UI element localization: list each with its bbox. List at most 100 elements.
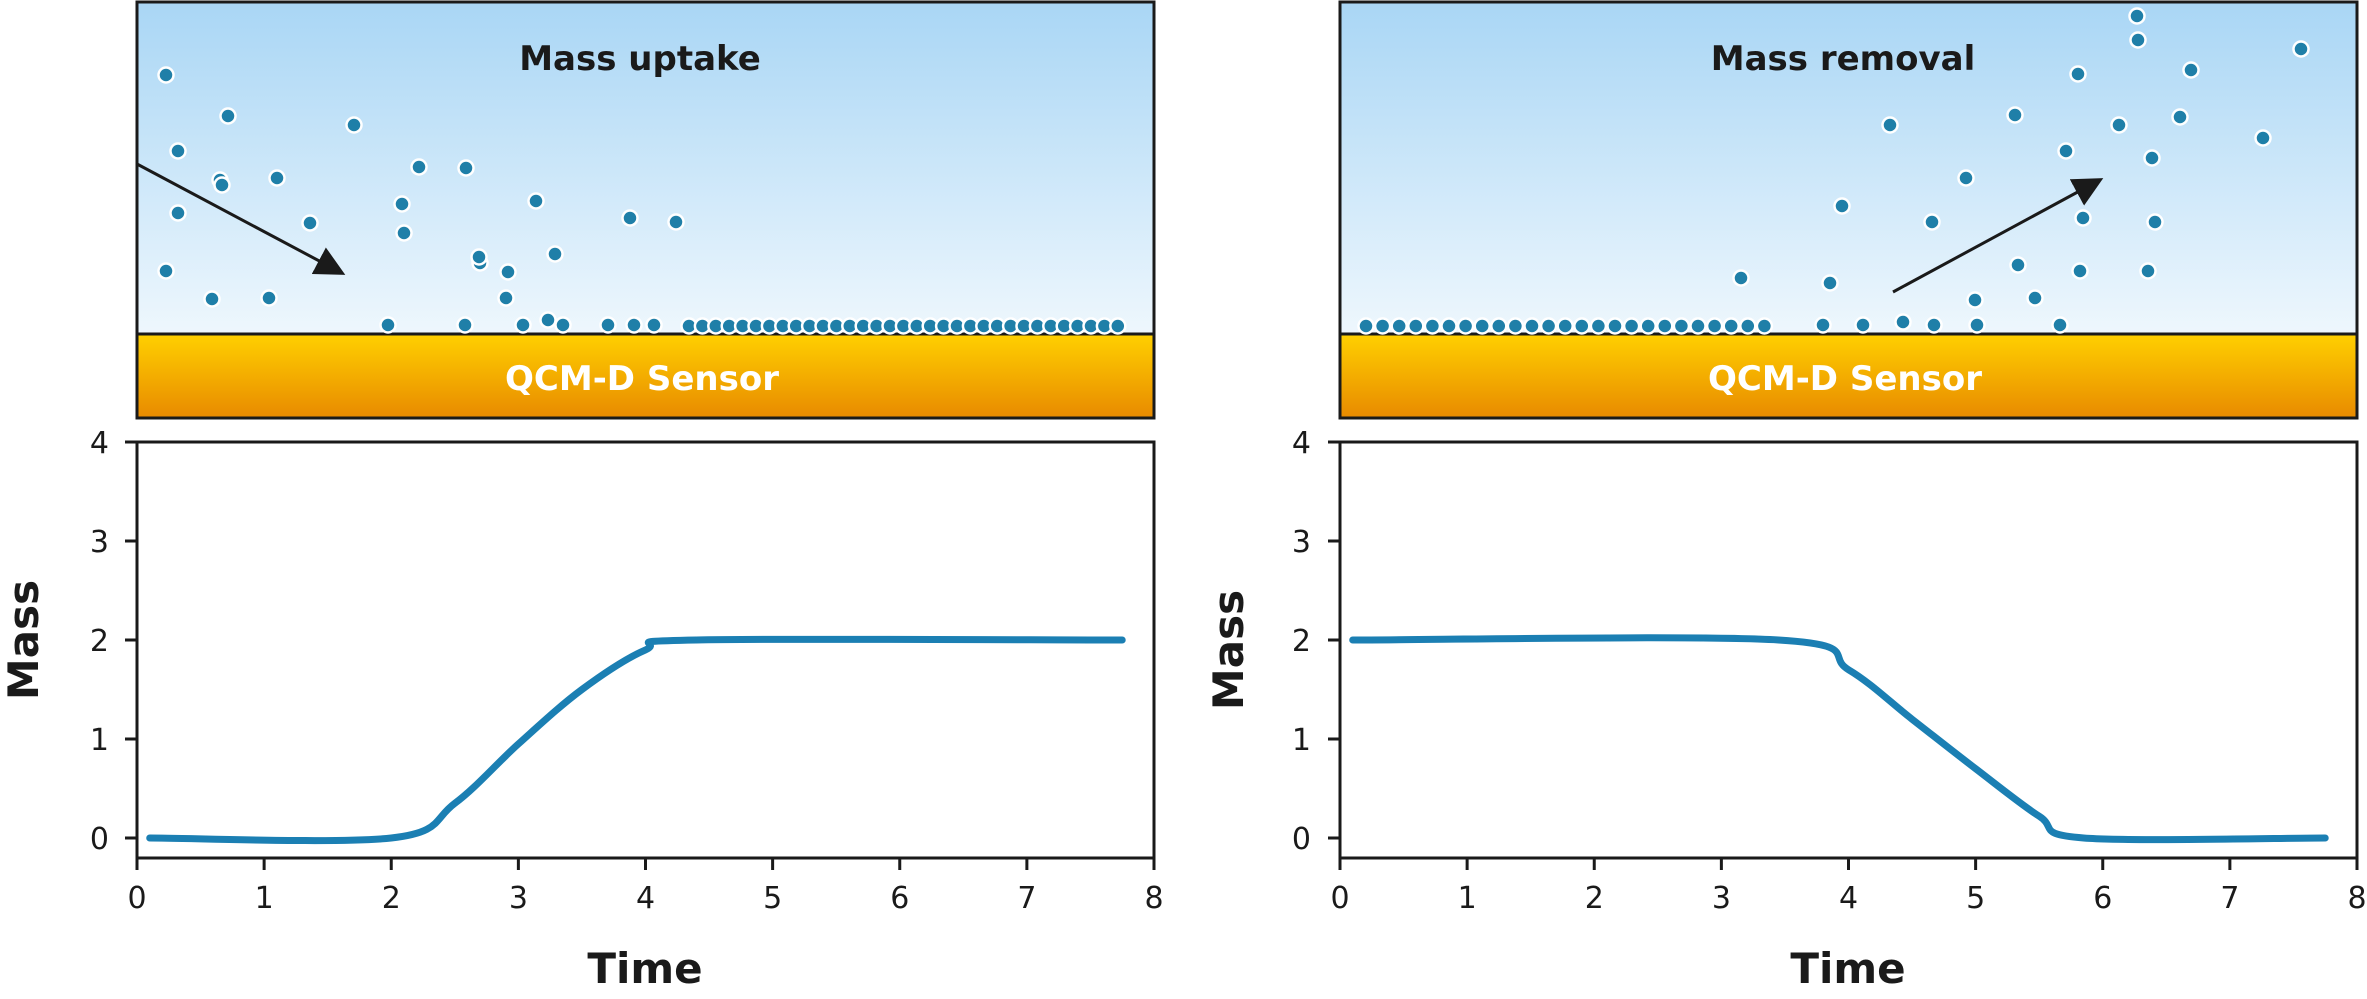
particle (345, 116, 363, 134)
particle (379, 316, 397, 334)
x-tick-label: 6 (890, 881, 909, 916)
particle (2071, 262, 2089, 280)
x-tick-label: 6 (2093, 881, 2112, 916)
particle (1556, 317, 1574, 335)
y-tick-label: 2 (1292, 624, 1311, 659)
particle (2074, 209, 2092, 227)
y-tick-label: 1 (1292, 723, 1311, 758)
particle (2026, 289, 2044, 307)
particle (599, 316, 617, 334)
particle (2009, 256, 2027, 274)
particle (1755, 317, 1774, 335)
particle (1925, 316, 1943, 334)
particle (1407, 317, 1425, 335)
particle (219, 107, 237, 125)
particle (470, 248, 488, 266)
particle (1821, 274, 1839, 292)
particle (1440, 317, 1458, 335)
x-tick-label: 1 (255, 881, 274, 916)
particle (2006, 106, 2024, 124)
diagram-frame (135, 0, 1156, 420)
particle (1957, 169, 1975, 187)
y-tick-label: 2 (90, 624, 109, 659)
particle (1589, 317, 1608, 335)
particle (667, 213, 685, 231)
particle (410, 158, 428, 176)
particle (268, 169, 286, 187)
particle (2143, 149, 2161, 167)
particle (497, 289, 515, 307)
particle (1854, 316, 1872, 334)
particle (1732, 269, 1750, 287)
x-tick-label: 4 (1839, 881, 1858, 916)
y-axis: 0 1 2 3 4 (90, 426, 137, 857)
chart-mass-removal: 0 1 2 3 4 5 6 7 8 0 1 2 3 4 Time Mass (1204, 426, 2367, 993)
particle (1923, 213, 1941, 231)
particle (1894, 313, 1912, 331)
particle (1606, 317, 1624, 335)
particle (2057, 142, 2075, 160)
particle (1968, 316, 1986, 334)
particle (645, 316, 663, 334)
particle (514, 316, 532, 334)
x-tick-label: 4 (636, 881, 655, 916)
liquid-region (1340, 2, 2357, 334)
chart-mass-uptake: 0 1 2 3 4 5 6 7 8 0 1 2 3 4 Time Mass (0, 426, 1164, 993)
sensor-label: QCM-D Sensor (1708, 359, 1982, 399)
particle (457, 159, 475, 177)
particles (157, 66, 1127, 335)
x-axis: 0 1 2 3 4 5 6 7 8 (1330, 858, 2367, 916)
particle (1639, 317, 1657, 335)
plot-frame (1338, 440, 2359, 860)
particle (1506, 317, 1525, 335)
flow-arrow (1892, 178, 2104, 294)
diagram-mass-removal: Mass removal QCM-D Sensor (1338, 0, 2359, 420)
particle (157, 262, 175, 280)
y-tick-label: 3 (1292, 525, 1311, 560)
x-tick-label: 0 (127, 881, 146, 916)
y-tick-label: 0 (1292, 822, 1311, 857)
x-tick-label: 3 (509, 881, 528, 916)
particle (1109, 317, 1127, 335)
x-tick-label: 5 (1966, 881, 1985, 916)
particle (527, 192, 545, 210)
y-tick-label: 4 (90, 426, 109, 461)
particle (213, 176, 231, 194)
mass-curve (146, 635, 1126, 845)
x-tick-label: 1 (1458, 881, 1477, 916)
x-axis: 0 1 2 3 4 5 6 7 8 (127, 858, 1164, 916)
x-tick-label: 2 (1585, 881, 1604, 916)
y-axis-label: Mass (1204, 590, 1253, 710)
particle (2146, 213, 2164, 231)
particle (1539, 317, 1558, 335)
particle (546, 245, 564, 263)
x-tick-label: 0 (1330, 881, 1349, 916)
x-tick-label: 8 (2347, 881, 2366, 916)
diagram-mass-uptake: Mass uptake QCM-D Sensor (135, 0, 1156, 420)
diagram-title: Mass uptake (519, 39, 761, 79)
particle (1373, 317, 1392, 335)
particle (1881, 116, 1899, 134)
x-tick-label: 7 (1017, 881, 1036, 916)
x-tick-label: 5 (763, 881, 782, 916)
y-tick-label: 4 (1292, 426, 1311, 461)
x-tick-label: 3 (1712, 881, 1731, 916)
particle (2129, 31, 2147, 49)
particle (157, 66, 175, 84)
particle (621, 209, 639, 227)
particle (395, 224, 413, 242)
particle (2182, 61, 2200, 79)
particle (2069, 65, 2087, 83)
particle (2171, 108, 2189, 126)
particle (499, 263, 517, 281)
mass-curve (1349, 634, 2329, 844)
qcm-d-sensor (137, 334, 1154, 418)
sensor-label: QCM-D Sensor (505, 359, 779, 399)
diagram-frame (1338, 0, 2359, 420)
particle (1622, 317, 1641, 335)
liquid-region (137, 2, 1154, 334)
diagram-title: Mass removal (1711, 39, 1975, 79)
particle (1739, 317, 1757, 335)
particle (1672, 317, 1691, 335)
